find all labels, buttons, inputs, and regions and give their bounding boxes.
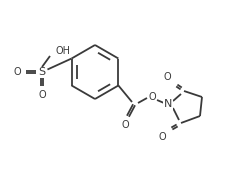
Text: OH: OH bbox=[56, 46, 71, 56]
Text: O: O bbox=[158, 132, 166, 142]
Text: O: O bbox=[148, 92, 156, 102]
Text: S: S bbox=[38, 67, 46, 77]
Text: O: O bbox=[121, 120, 129, 130]
Text: O: O bbox=[13, 67, 21, 77]
Text: O: O bbox=[163, 72, 171, 82]
Text: N: N bbox=[164, 99, 172, 109]
Text: O: O bbox=[38, 90, 46, 100]
